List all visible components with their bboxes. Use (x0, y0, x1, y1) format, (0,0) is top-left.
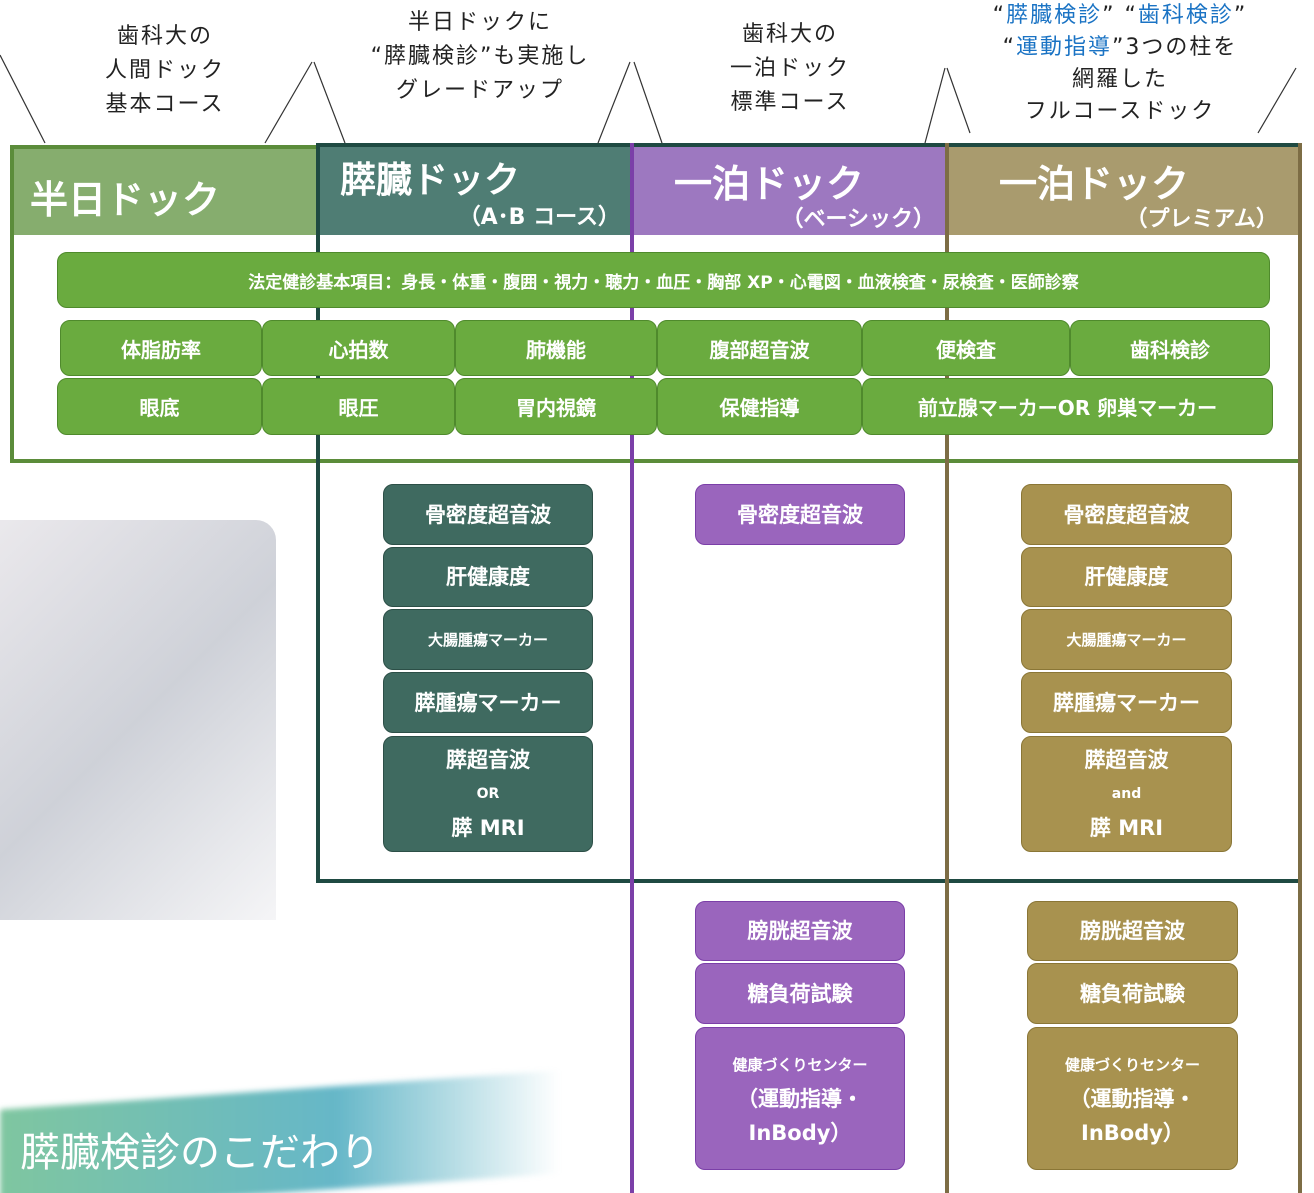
callout-segment: “ (992, 3, 1007, 28)
exam-item: 大腸腫瘍マーカー (383, 609, 593, 670)
course-sub: （プレミアム） (1125, 207, 1278, 232)
item-text: InBody） (748, 1120, 852, 1145)
callout: 歯科大の一泊ドック標準コース (690, 18, 890, 120)
item-text: 糖負荷試験 (747, 981, 853, 1006)
item-text: 大腸腫瘍マーカー (1066, 630, 1187, 649)
exam-item: 膀胱超音波 (695, 901, 905, 961)
item-text: 肝健康度 (1084, 565, 1169, 589)
exam-item: 保健指導 (657, 378, 862, 435)
item-text: 膵腫瘍マーカー (1053, 690, 1200, 715)
exam-item: 膵腫瘍マーカー (1021, 672, 1232, 733)
item-text: 健康づくりセンター (732, 1055, 868, 1074)
course-header: 一泊ドック （ベーシック） (634, 147, 945, 235)
course-name: 膵臓ドック (340, 160, 521, 201)
exam-item: 健康づくりセンター （運動指導・ InBody） (695, 1027, 905, 1170)
item-text: 膵 MRI (1089, 816, 1164, 840)
basic-line (630, 143, 634, 1193)
exam-item: 眼底 (57, 378, 262, 435)
item-text: 膵超音波 (1084, 748, 1169, 772)
exam-item: 便検査 (862, 320, 1070, 376)
callout-line: 人間ドック (104, 58, 225, 83)
item-text: 大腸腫瘍マーカー (427, 630, 548, 649)
exam-item: 膵腫瘍マーカー (383, 672, 593, 733)
premium-line (945, 143, 949, 1193)
callout-line: フルコースドック (950, 96, 1290, 128)
exam-item: 体脂肪率 (60, 320, 262, 376)
exam-item: 糖負荷試験 (1027, 963, 1238, 1024)
exam-item: 糖負荷試験 (695, 963, 905, 1024)
callout-segment: ”3つの柱を (1112, 35, 1238, 60)
callout-segment: 歯科検診 (1137, 3, 1234, 28)
course-header: 膵臓ドック （A･B コース） (320, 147, 630, 235)
course-header: 半日ドック (14, 149, 316, 235)
course-sub: （ベーシック） (781, 207, 935, 232)
exam-item: 眼圧 (262, 378, 455, 435)
exam-item: 膵超音波 and 膵 MRI (1021, 736, 1232, 852)
item-text: 骨密度超音波 (425, 502, 551, 527)
callout-line: “運動指導”3つの柱を (950, 32, 1290, 64)
item-text: （運動指導・ (1069, 1086, 1196, 1111)
premium-callout: “膵臓検診” “歯科検診” “運動指導”3つの柱を 網羅した フルコースドック (950, 0, 1290, 128)
item-text: 膀胱超音波 (747, 919, 853, 943)
course-name: 一泊ドック (999, 162, 1190, 206)
item-text: 骨密度超音波 (1063, 502, 1190, 527)
callout-segment: ” “ (1102, 3, 1138, 28)
item-text: 骨密度超音波 (737, 502, 863, 527)
premium-right-line (1298, 143, 1302, 1193)
exam-item: 肝健康度 (383, 547, 593, 607)
exam-item: 心拍数 (262, 320, 455, 376)
exam-item: 健康づくりセンター （運動指導・ InBody） (1027, 1027, 1238, 1170)
exam-item: 肺機能 (455, 320, 657, 376)
callout-segment: 網羅した (1071, 67, 1168, 92)
exam-item: 胃内視鏡 (455, 378, 657, 435)
exam-item: 大腸腫瘍マーカー (1021, 609, 1232, 670)
item-text: and (1111, 786, 1142, 802)
callout-segment: 膵臓検診 (1006, 3, 1103, 28)
item-text: 糖負荷試験 (1080, 981, 1185, 1006)
item-text: 膵腫瘍マーカー (414, 690, 562, 715)
callout: 歯科大の人間ドック基本コース (65, 20, 265, 122)
exam-item: 骨密度超音波 (1021, 484, 1232, 545)
callout-line: 基本コース (105, 92, 225, 117)
course-sub: （A･B コース） (458, 205, 620, 230)
banner-title: 膵臓検診のこだわり (20, 1130, 380, 1176)
callout-segment: 運動指導 (1015, 35, 1112, 60)
callout-segment: ” (1233, 3, 1248, 28)
callout-segment: “ (1002, 35, 1016, 60)
callout-line: 標準コース (730, 90, 850, 115)
mri-photo (0, 520, 276, 920)
exam-item: 肝健康度 (1021, 547, 1232, 607)
callout-line: 半日ドックに (407, 10, 552, 35)
callout-line: 一泊ドック (729, 56, 850, 81)
callout-line: “膵臓検診”も実施し (370, 44, 590, 69)
callout-lines (0, 54, 1297, 144)
exam-item: 腹部超音波 (657, 320, 862, 376)
callout: 半日ドックに “膵臓検診”も実施し グレードアップ (340, 6, 620, 108)
item-text: InBody） (1081, 1120, 1184, 1145)
exam-item: 歯科検診 (1070, 320, 1270, 376)
course-header: 一泊ドック （プレミアム） (949, 147, 1298, 235)
item-text: （運動指導・ (737, 1086, 863, 1111)
exam-item: 膵超音波 OR 膵 MRI (383, 736, 593, 852)
callout-segment: フルコースドック (1024, 99, 1216, 124)
callout-line: 網羅した (950, 64, 1290, 96)
item-text: 肝健康度 (446, 565, 530, 589)
item-text: OR (476, 786, 500, 802)
callout-line: “膵臓検診” “歯科検診” (950, 0, 1290, 32)
exam-item: 前立腺マーカーOR 卵巣マーカー (862, 378, 1273, 435)
callout-line: グレードアップ (395, 78, 564, 103)
exam-item: 骨密度超音波 (383, 484, 593, 545)
course-name: 半日ドック (30, 178, 221, 222)
item-text: 膵超音波 (446, 748, 530, 772)
exam-item: 骨密度超音波 (695, 484, 905, 545)
item-text: 健康づくりセンター (1064, 1055, 1200, 1074)
basic-items: 法定健診基本項目：身長・体重・腹囲・視力・聴力・血圧・胸部 XP・心電図・血液検… (57, 252, 1270, 308)
exam-item: 膀胱超音波 (1027, 901, 1238, 961)
item-text: 膀胱超音波 (1080, 919, 1185, 943)
item-text: 膵 MRI (451, 816, 525, 840)
course-name: 一泊ドック (674, 162, 865, 206)
callout-line: 歯科大の (741, 22, 838, 47)
callout-line: 歯科大の (116, 24, 213, 49)
